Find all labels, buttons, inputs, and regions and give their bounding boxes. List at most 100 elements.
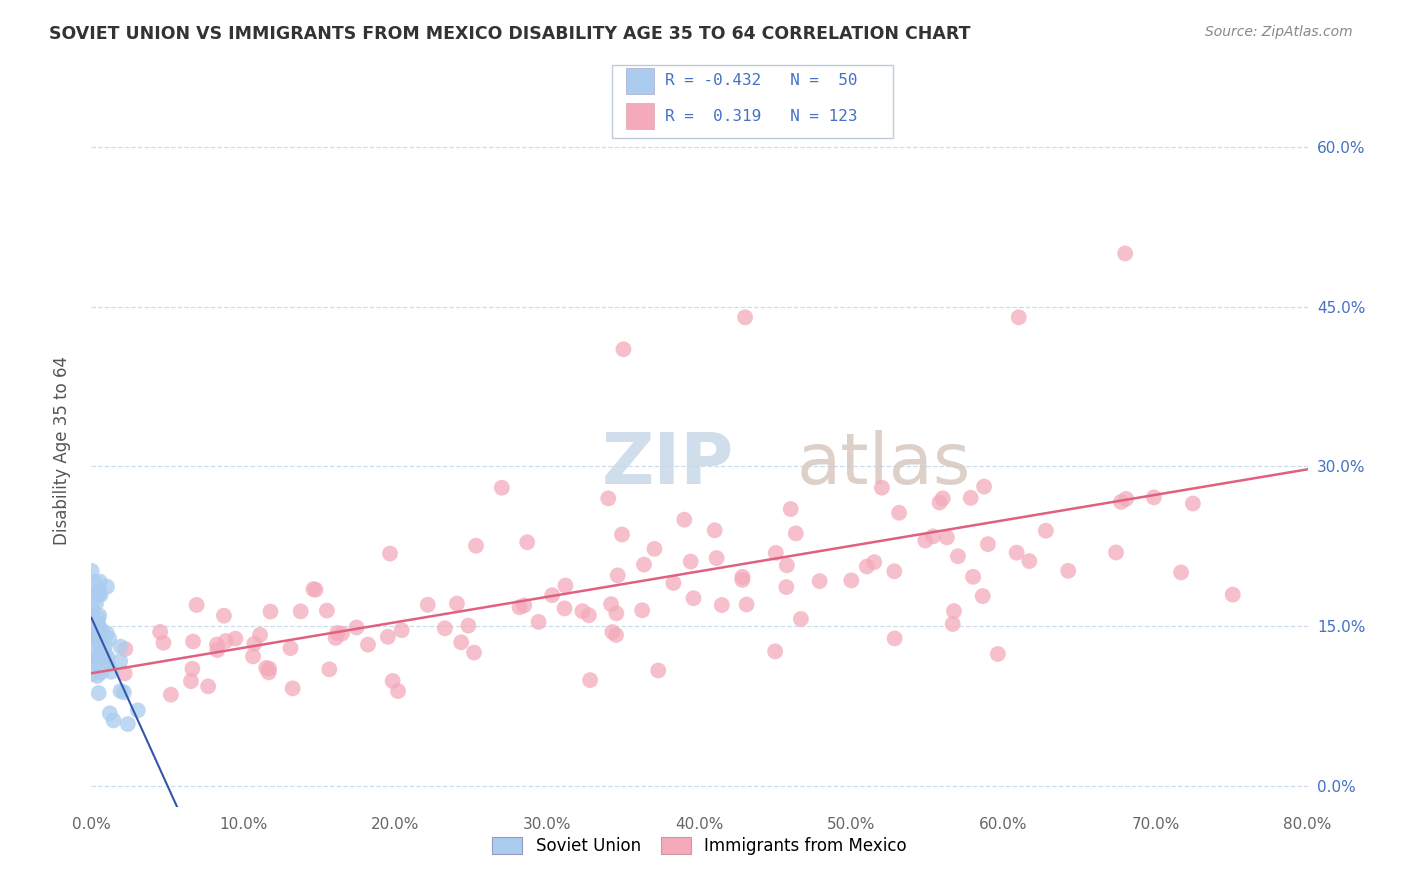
Point xyxy=(679,555,702,569)
Point xyxy=(633,558,655,572)
Point xyxy=(257,665,280,680)
Point xyxy=(541,588,564,602)
Point xyxy=(87,587,110,601)
Point xyxy=(108,654,131,668)
Point xyxy=(883,632,905,646)
Point xyxy=(612,343,634,357)
Point xyxy=(82,653,104,667)
Point xyxy=(1115,491,1137,506)
Point xyxy=(1114,246,1136,260)
Point xyxy=(571,604,593,618)
Point xyxy=(82,608,104,623)
Point xyxy=(84,619,107,633)
Point xyxy=(433,621,456,635)
Point xyxy=(83,631,105,645)
Y-axis label: Disability Age 35 to 64: Disability Age 35 to 64 xyxy=(52,356,70,545)
Point xyxy=(972,589,994,603)
Point xyxy=(779,502,801,516)
Point xyxy=(731,570,754,584)
Point xyxy=(731,573,754,587)
Point xyxy=(90,665,112,680)
Point xyxy=(91,648,114,663)
Point xyxy=(1008,310,1031,325)
Text: atlas: atlas xyxy=(797,430,972,500)
Point xyxy=(1035,524,1057,538)
Point xyxy=(914,533,936,548)
Point xyxy=(378,547,401,561)
Point xyxy=(1005,546,1028,560)
Point xyxy=(491,481,513,495)
Point xyxy=(643,541,665,556)
Point xyxy=(662,576,685,591)
Point xyxy=(103,714,125,728)
Point xyxy=(86,642,108,657)
Point xyxy=(87,635,110,649)
Point xyxy=(242,649,264,664)
Point xyxy=(887,506,910,520)
Point xyxy=(181,634,204,648)
Point xyxy=(606,568,628,582)
Point xyxy=(280,641,302,656)
Point xyxy=(706,551,728,566)
Point xyxy=(89,588,111,602)
Point xyxy=(509,600,531,615)
Point xyxy=(97,650,120,665)
Point xyxy=(152,636,174,650)
Point xyxy=(946,549,969,564)
Point xyxy=(97,657,120,672)
Point xyxy=(977,537,1000,551)
Point xyxy=(1109,495,1132,509)
Point xyxy=(257,662,280,676)
Point xyxy=(610,527,633,541)
Point xyxy=(254,661,277,675)
Point xyxy=(527,615,550,629)
Point xyxy=(1143,491,1166,505)
Point xyxy=(1181,496,1204,510)
Point xyxy=(765,546,787,560)
Point xyxy=(776,558,799,573)
Point xyxy=(197,679,219,693)
Point xyxy=(89,637,111,651)
Point xyxy=(100,665,122,679)
Point xyxy=(90,624,112,638)
Point xyxy=(856,559,879,574)
Point xyxy=(215,634,238,648)
Point xyxy=(110,684,132,698)
Point xyxy=(554,601,576,615)
Point xyxy=(87,611,110,625)
Point xyxy=(160,688,183,702)
Point xyxy=(205,638,228,652)
Point xyxy=(775,580,797,594)
Point xyxy=(1170,566,1192,580)
Point xyxy=(381,673,404,688)
Point xyxy=(87,584,110,599)
Point xyxy=(935,530,957,544)
Point xyxy=(735,598,758,612)
Point xyxy=(554,578,576,592)
Point xyxy=(290,604,312,618)
Point xyxy=(84,625,107,640)
Point xyxy=(465,539,488,553)
Point xyxy=(117,717,139,731)
Point xyxy=(84,649,107,664)
Point xyxy=(86,632,108,646)
Point xyxy=(212,608,235,623)
Point xyxy=(808,574,831,588)
Point xyxy=(281,681,304,696)
Point xyxy=(110,640,132,654)
Point xyxy=(330,626,353,640)
Point xyxy=(516,535,538,549)
Point xyxy=(1057,564,1080,578)
Point xyxy=(186,598,208,612)
Point xyxy=(450,635,472,649)
Point xyxy=(82,600,104,615)
Point xyxy=(87,617,110,632)
Point xyxy=(86,615,108,630)
Point xyxy=(513,599,536,613)
Point xyxy=(602,625,624,640)
Point xyxy=(962,570,984,584)
Point xyxy=(841,574,863,588)
Point xyxy=(785,526,807,541)
Point xyxy=(578,608,600,623)
Point xyxy=(922,529,945,543)
